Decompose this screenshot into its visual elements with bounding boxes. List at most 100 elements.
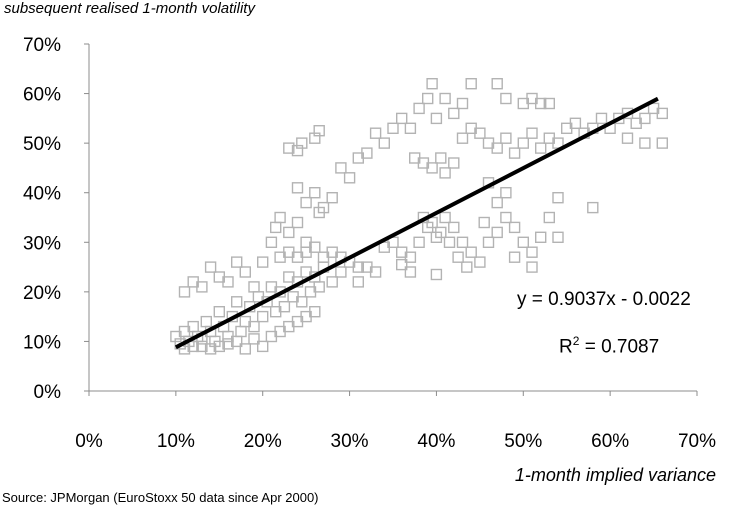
data-point (482, 236, 495, 249)
data-point (439, 167, 451, 179)
data-point (430, 112, 443, 125)
data-point (508, 147, 521, 159)
data-point (178, 286, 191, 298)
data-point (296, 137, 308, 149)
data-points (170, 77, 668, 355)
y-tick-label: 70% (23, 35, 61, 56)
x-tick-label: 20% (244, 431, 282, 452)
data-point (235, 325, 247, 338)
x-tick-label: 70% (678, 431, 716, 452)
data-point (335, 162, 347, 174)
data-point (426, 77, 438, 90)
data-point (396, 112, 408, 125)
data-point (257, 310, 269, 323)
data-point (491, 196, 503, 209)
y-tick-label: 10% (23, 332, 61, 353)
data-point (313, 281, 325, 293)
data-point (230, 296, 243, 308)
data-point (196, 340, 208, 353)
data-point (265, 236, 278, 249)
data-point (296, 296, 308, 308)
data-point (369, 127, 382, 139)
data-point (456, 132, 469, 144)
x-tick-label: 60% (591, 431, 629, 452)
data-point (257, 340, 269, 353)
data-point (621, 132, 634, 144)
y-tick-label: 50% (23, 134, 61, 155)
data-point (404, 251, 417, 263)
data-point (500, 92, 512, 105)
data-point (404, 266, 417, 278)
data-point (352, 276, 364, 288)
data-point (500, 186, 512, 199)
trendline (174, 96, 659, 350)
data-point (443, 236, 456, 249)
data-point (187, 340, 199, 353)
data-point (508, 251, 521, 263)
data-point (309, 186, 321, 199)
data-point (526, 246, 538, 258)
data-point (361, 147, 373, 159)
data-point (426, 216, 438, 229)
data-point (369, 266, 382, 278)
data-point (478, 216, 490, 229)
y-tick-label: 0% (34, 382, 62, 403)
data-point (422, 92, 434, 105)
data-point (439, 92, 451, 105)
data-point (491, 77, 503, 90)
data-point (491, 142, 503, 154)
data-point (230, 256, 243, 268)
y-tick-label: 20% (23, 283, 61, 304)
data-point (222, 276, 234, 288)
data-point (200, 315, 213, 328)
data-point (526, 127, 538, 139)
data-point (439, 211, 451, 224)
data-point (343, 172, 356, 184)
data-point (639, 112, 651, 125)
data-point (291, 144, 304, 157)
x-tick-label: 50% (504, 431, 542, 452)
data-point (300, 196, 312, 209)
data-point (456, 97, 469, 110)
data-point (326, 191, 338, 204)
data-point (465, 77, 477, 90)
data-point (213, 306, 226, 318)
r-squared-value: = 0.7087 (584, 336, 660, 358)
data-point (283, 142, 295, 154)
data-point (535, 231, 547, 244)
data-point (248, 281, 260, 293)
x-tick-label: 0% (75, 431, 103, 452)
data-point (430, 268, 443, 281)
data-point (291, 216, 304, 229)
data-point (213, 340, 226, 353)
data-point (274, 211, 286, 224)
data-point (313, 124, 325, 137)
data-point (396, 258, 408, 271)
data-point (352, 261, 364, 273)
data-point (500, 211, 512, 224)
data-point (413, 236, 425, 249)
data-point (448, 157, 460, 169)
axes: 0% 0% 10% 10% 20% 20% 30% 30% 40% 40% 50% 50% 60% 60%… (23, 35, 716, 452)
data-point (413, 102, 425, 115)
data-point (448, 107, 460, 120)
r-squared-label: R (559, 336, 573, 358)
data-point (452, 251, 464, 263)
source-note: Source: JPMorgan (EuroStoxx 50 data sinc… (2, 490, 319, 505)
r-squared-exponent: 2 (572, 334, 580, 348)
data-point (239, 266, 252, 278)
data-point (552, 231, 564, 244)
data-point (309, 306, 321, 318)
data-point (426, 162, 438, 174)
data-point (313, 206, 325, 219)
data-point (535, 142, 547, 154)
regression-equation: y = 0.9037x - 0.0022 (517, 289, 691, 310)
trendline-layer (174, 96, 659, 350)
data-point (435, 226, 447, 239)
data-point (309, 241, 321, 253)
y-tick-label: 40% (23, 184, 61, 205)
data-point (378, 137, 390, 149)
y-tick-label: 30% (23, 233, 61, 254)
data-point (404, 122, 417, 135)
